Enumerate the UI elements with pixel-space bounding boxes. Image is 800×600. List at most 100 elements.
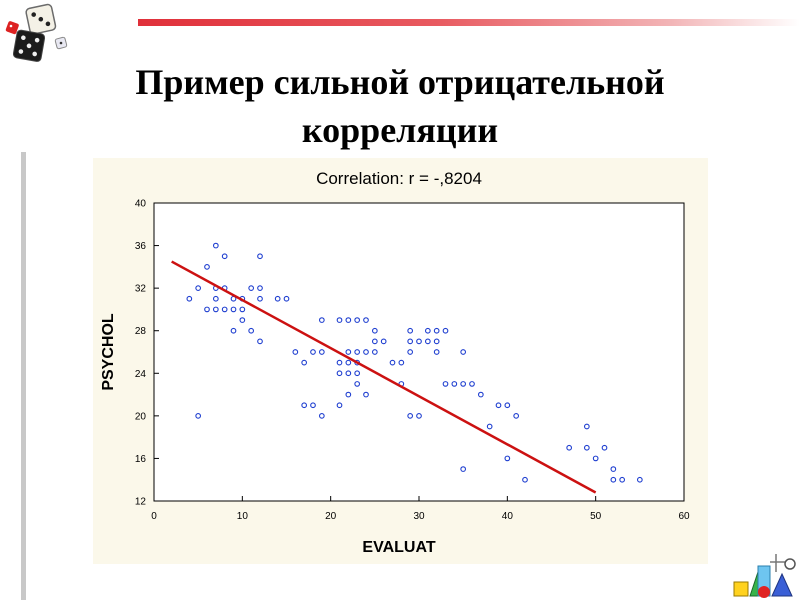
data-point <box>283 295 290 302</box>
data-point <box>186 295 193 302</box>
data-point <box>363 349 369 355</box>
data-point <box>398 359 405 366</box>
chart-title: Correlation: r = -,8204 <box>316 169 482 188</box>
data-point <box>469 381 475 387</box>
data-point <box>274 295 281 302</box>
data-point <box>460 466 467 472</box>
x-tick-label: 20 <box>325 511 337 522</box>
data-point <box>592 455 599 462</box>
data-point <box>424 338 431 345</box>
data-point <box>433 338 440 345</box>
data-point <box>407 338 414 345</box>
data-point <box>513 413 520 419</box>
data-point <box>424 327 431 334</box>
data-point <box>345 317 352 323</box>
data-point <box>504 455 511 462</box>
data-point <box>204 264 210 270</box>
data-point <box>212 306 219 313</box>
data-point <box>257 253 263 260</box>
data-point <box>495 402 502 409</box>
data-point <box>407 413 414 419</box>
data-point <box>610 466 617 472</box>
data-point <box>451 381 458 387</box>
data-point <box>301 359 308 366</box>
y-tick-label: 20 <box>135 411 147 422</box>
data-point <box>380 338 387 345</box>
data-point <box>345 370 352 377</box>
data-point <box>212 295 219 302</box>
plot-area <box>153 202 685 502</box>
data-point <box>442 327 449 334</box>
data-point <box>248 327 255 334</box>
data-point <box>257 295 263 302</box>
slide-title: Пример сильной отрицательной корреляции <box>40 58 760 154</box>
data-point <box>248 285 255 291</box>
data-point <box>371 338 378 345</box>
data-point <box>336 370 343 377</box>
data-point <box>522 476 528 483</box>
x-tick-label: 0 <box>151 511 157 522</box>
data-point <box>407 349 414 355</box>
data-point <box>301 402 308 409</box>
data-point <box>371 349 378 355</box>
y-tick-label: 36 <box>135 241 147 252</box>
data-point <box>195 285 202 291</box>
x-tick-label: 40 <box>502 511 514 522</box>
geometric-shapes-icon <box>733 554 796 598</box>
data-point <box>318 413 325 419</box>
data-point <box>442 381 449 387</box>
data-point <box>354 317 361 323</box>
data-point <box>310 349 316 355</box>
data-point <box>416 413 422 419</box>
data-point <box>354 381 361 387</box>
data-points <box>186 242 643 483</box>
data-point <box>336 402 343 409</box>
scatter-chart: Correlation: r = -,8204 0 10 20 30 40 50 60 12… <box>100 169 690 556</box>
data-point <box>354 349 361 355</box>
chart-panel: Correlation: r = -,8204 0 10 20 30 40 50 60 12… <box>93 158 708 564</box>
left-divider <box>21 152 26 600</box>
data-point <box>601 444 608 451</box>
x-tick-label: 50 <box>590 511 602 522</box>
data-point <box>389 359 396 366</box>
data-point <box>195 413 202 419</box>
data-point <box>239 306 246 313</box>
data-point <box>345 359 352 366</box>
x-tick-label: 30 <box>413 511 425 522</box>
data-point <box>433 327 440 334</box>
data-point <box>566 444 573 451</box>
slide-title-line-2: корреляции <box>301 110 499 150</box>
data-point <box>230 306 237 313</box>
data-point <box>204 306 210 313</box>
data-point <box>433 349 440 355</box>
y-axis: 12 16 20 24 28 32 36 40 <box>135 199 159 508</box>
data-point <box>292 349 299 355</box>
y-tick-label: 16 <box>135 454 147 465</box>
data-point <box>221 253 228 260</box>
data-point <box>221 306 228 313</box>
data-point <box>239 317 246 323</box>
data-point <box>416 338 422 345</box>
data-point <box>345 349 352 355</box>
x-tick-label: 60 <box>678 511 690 522</box>
regression-line <box>171 260 597 494</box>
slide-title-line-1: Пример сильной отрицательной <box>135 62 665 102</box>
data-point <box>504 402 511 409</box>
data-point <box>257 285 263 291</box>
x-axis-label: EVALUAT <box>362 539 435 556</box>
data-point <box>583 423 590 430</box>
data-point <box>363 391 369 398</box>
data-point <box>354 370 361 377</box>
data-point <box>345 391 352 398</box>
x-axis: 0 10 20 30 40 50 60 <box>151 496 690 522</box>
data-point <box>336 359 343 366</box>
x-tick-label: 10 <box>237 511 249 522</box>
data-point <box>460 349 467 355</box>
data-point <box>230 327 237 334</box>
data-point <box>486 423 493 430</box>
accent-bar <box>138 19 800 26</box>
data-point <box>318 349 325 355</box>
data-point <box>610 476 617 483</box>
data-point <box>636 476 643 483</box>
y-tick-label: 24 <box>135 369 147 380</box>
